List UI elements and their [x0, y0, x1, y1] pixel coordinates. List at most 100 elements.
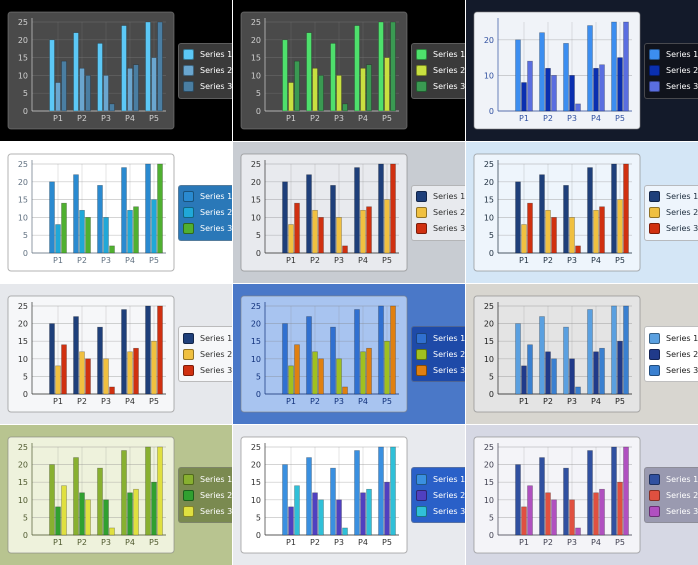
bar-series-1-p4: [587, 450, 593, 536]
bar-series-3-p1: [61, 60, 67, 112]
bar-series-2-p3: [103, 217, 109, 254]
legend-label: Series 3: [433, 82, 465, 91]
legend-swatch: [416, 191, 427, 202]
legend-swatch: [649, 65, 660, 76]
bar-series-1-p2: [306, 457, 312, 536]
bar-series-2-p3: [103, 75, 109, 112]
bar-series-2-p4: [127, 351, 133, 395]
bar-series-1-p2: [306, 32, 312, 112]
legend-label: Series 3: [433, 506, 465, 516]
legend-item: Series 3: [416, 503, 465, 519]
legend-item: Series 3: [649, 362, 698, 378]
y-tick-label: 20: [484, 461, 494, 470]
legend-label: Series 1: [666, 50, 698, 59]
y-tick-label: 20: [18, 36, 28, 45]
legend-swatch: [416, 348, 427, 360]
chart-svg: 0 5 10 15 20 25 P1 P2 P3 P4 P5: [7, 153, 175, 272]
legend-swatch: [416, 207, 427, 218]
bar-series-1-p4: [587, 167, 593, 254]
x-tick-label: P3: [567, 114, 577, 123]
legend-swatch: [183, 191, 194, 202]
bar-series-1-p4: [354, 167, 360, 254]
legend-label: Series 1: [200, 192, 232, 201]
y-tick-label: 15: [484, 337, 494, 346]
legend: Series 1 Series 2 Series 3: [411, 467, 465, 523]
chart-svg: 0 10 20 P1 P2 P3 P4 P5: [473, 11, 641, 130]
bar-series-3-p1: [527, 485, 533, 536]
y-tick-label: 15: [18, 478, 28, 487]
bar-series-3-p4: [366, 206, 372, 254]
legend-swatch: [416, 473, 427, 485]
legend: Series 1 Series 2 Series 3: [411, 42, 465, 99]
bar-series-1-p4: [354, 450, 360, 536]
bar-series-2-p5: [617, 340, 623, 395]
x-tick-label: P1: [519, 256, 529, 265]
bar-series-3-p2: [318, 358, 324, 395]
legend-swatch: [649, 207, 660, 218]
bar-series-1-p2: [306, 174, 312, 254]
bar-series-1-p2: [73, 32, 79, 112]
y-tick-label: 0: [23, 390, 28, 399]
y-tick-label: 25: [18, 443, 28, 452]
bar-series-3-p5: [390, 21, 396, 112]
bar-series-1-p1: [515, 323, 521, 395]
legend: Series 1 Series 2 Series 3: [644, 184, 698, 241]
bar-series-2-p5: [617, 199, 623, 254]
y-tick-label: 20: [18, 461, 28, 470]
bar-series-1-p1: [49, 39, 55, 112]
bar-series-2-p2: [312, 67, 318, 112]
x-tick-label: P5: [382, 397, 392, 406]
bar-series-2-p3: [336, 358, 342, 395]
legend-swatch: [183, 364, 194, 376]
legend-swatch: [416, 223, 427, 234]
y-tick-label: 15: [251, 478, 261, 487]
legend-swatch: [416, 489, 427, 501]
legend-label: Series 2: [200, 349, 232, 359]
bar-series-2-p1: [521, 82, 527, 112]
y-tick-label: 25: [18, 302, 28, 311]
bar-series-3-p2: [318, 75, 324, 112]
bar-series-3-p5: [623, 21, 629, 112]
x-tick-label: P3: [567, 397, 577, 406]
y-tick-label: 0: [489, 390, 494, 399]
bar-series-1-p2: [73, 174, 79, 254]
legend-item: Series 1: [183, 330, 232, 346]
y-tick-label: 5: [489, 513, 494, 522]
bar-series-1-p4: [121, 309, 127, 395]
bar-series-2-p3: [336, 499, 342, 536]
y-tick-label: 20: [484, 36, 494, 45]
legend-item: Series 3: [649, 79, 698, 95]
y-tick-label: 25: [484, 160, 494, 169]
x-tick-label: P3: [334, 538, 344, 547]
bar-series-3-p5: [390, 446, 396, 536]
bar-series-1-p3: [330, 467, 336, 536]
bar-series-1-p1: [282, 464, 288, 536]
legend-label: Series 2: [666, 490, 698, 500]
x-tick-label: P2: [310, 256, 320, 265]
legend-swatch: [649, 505, 660, 517]
x-tick-label: P2: [77, 397, 87, 406]
bar-series-3-p5: [157, 163, 163, 254]
legend-swatch: [416, 332, 427, 344]
bar-series-1-p5: [611, 446, 617, 536]
bar-series-3-p3: [109, 103, 115, 112]
bar-series-2-p4: [593, 67, 599, 112]
y-tick-label: 0: [256, 107, 261, 116]
x-tick-label: P4: [125, 397, 135, 406]
bar-series-3-p1: [527, 344, 533, 395]
legend-label: Series 2: [433, 208, 465, 217]
bar-series-3-p3: [575, 103, 581, 112]
bar-series-3-p1: [294, 60, 300, 112]
bar-series-3-p4: [366, 488, 372, 536]
legend-item: Series 1: [183, 47, 232, 63]
legend-swatch: [649, 364, 660, 376]
chart-svg: 0 5 10 15 20 25 P1 P2 P3 P4 P5: [240, 295, 408, 413]
y-tick-label: 20: [251, 461, 261, 470]
x-tick-label: P2: [310, 538, 320, 547]
bar-series-3-p4: [599, 206, 605, 254]
legend-item: Series 1: [649, 47, 698, 63]
y-tick-label: 15: [18, 54, 28, 63]
bar-series-1-p3: [97, 43, 103, 112]
y-tick-label: 10: [251, 71, 261, 80]
x-tick-label: P1: [519, 114, 529, 123]
